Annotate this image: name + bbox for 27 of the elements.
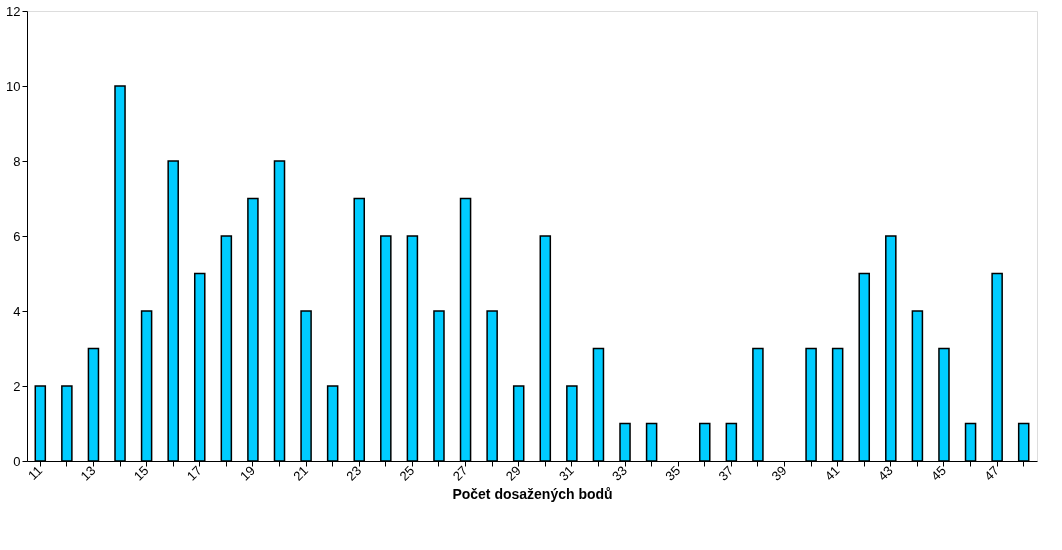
y-tick-label: 6	[13, 228, 21, 244]
y-tick-label: 8	[13, 153, 21, 169]
x-tick-label: 25	[396, 462, 418, 484]
x-tick-label: 19	[237, 462, 258, 484]
x-tick-label: 13	[77, 462, 99, 484]
x-tick-label: 43	[874, 462, 896, 484]
x-tick-label: 37	[715, 462, 737, 484]
x-tick-label: 31	[555, 462, 577, 484]
x-tick-label: 29	[502, 462, 524, 484]
y-tick-label: 12	[6, 3, 21, 19]
x-tick-label: 21	[290, 462, 312, 484]
y-tick-label: 4	[13, 303, 21, 319]
x-tick-label: 23	[343, 462, 365, 484]
x-tick-label: 27	[449, 462, 471, 484]
x-tick-label: 11	[25, 462, 46, 483]
y-tick-label: 2	[13, 378, 21, 394]
x-tick-label: 47	[981, 462, 1003, 484]
y-tick-label: 0	[13, 453, 21, 469]
x-tick-label: 17	[183, 462, 205, 484]
x-tick-label: 33	[609, 462, 630, 484]
x-tick-label: 15	[130, 462, 152, 484]
x-axis-title: Počet dosažených bodů	[452, 485, 613, 502]
x-tick-label: 39	[768, 462, 790, 484]
x-tick-label: 45	[928, 462, 949, 484]
x-tick-label: 41	[821, 462, 843, 484]
x-tick-label: 35	[662, 462, 684, 484]
y-tick-label: 10	[6, 78, 21, 94]
